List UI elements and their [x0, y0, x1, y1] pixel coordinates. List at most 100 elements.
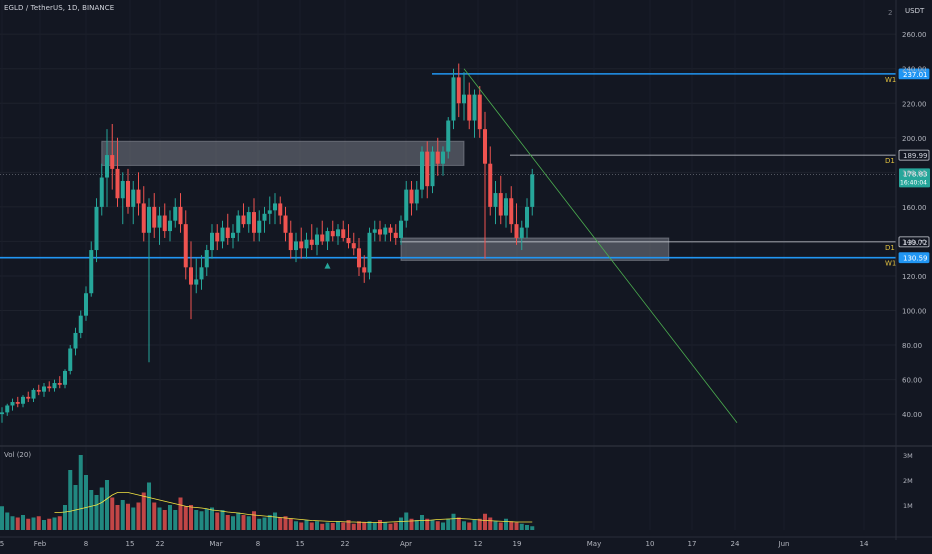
volume-bar [267, 515, 272, 530]
volume-bar [0, 506, 4, 530]
volume-bar [357, 521, 361, 530]
candle-body [225, 227, 230, 238]
candle-body [215, 232, 220, 242]
candle-body [68, 348, 73, 371]
volume-bar [5, 512, 10, 530]
candle-body [430, 151, 435, 187]
volume-bar [162, 510, 167, 530]
candle-body [446, 120, 451, 152]
level-price-label: 237.01 [903, 71, 928, 79]
volume-bar [472, 520, 477, 530]
candle-body [294, 241, 298, 251]
candle-body [26, 396, 31, 399]
volume-bar [241, 515, 246, 530]
time-tick-label: 17 [688, 540, 697, 548]
volume-bar [36, 516, 41, 530]
volume-bar [15, 517, 20, 530]
volume-bar [183, 506, 188, 530]
candle-body [378, 229, 382, 235]
volume-bar [388, 523, 393, 530]
candle-body [141, 203, 146, 233]
candle-body [341, 229, 346, 238]
volume-bar [309, 522, 314, 530]
candle-body [246, 212, 251, 225]
candle-body [73, 332, 78, 349]
price-tick-label: 180.00 [902, 169, 927, 177]
volume-bar [336, 521, 340, 530]
candle-body [530, 174, 535, 207]
candle-body [362, 267, 367, 273]
volume-bar [341, 522, 346, 530]
volume-bar [351, 523, 356, 530]
volume-bar [467, 522, 472, 530]
time-tick-label: 8 [84, 540, 88, 548]
volume-bar [68, 470, 73, 530]
volume-bar [483, 513, 487, 530]
volume-bar [441, 522, 445, 530]
volume-bar [477, 518, 482, 530]
volume-bar [115, 505, 120, 530]
volume-tick-label: 2M [903, 477, 913, 485]
price-tick-label: 240.00 [902, 66, 927, 74]
candle-body [346, 237, 351, 244]
volume-bar [78, 455, 83, 530]
candle-body [120, 180, 125, 199]
candle-body [47, 386, 52, 389]
price-levels: 237.01W1189.99D1139.72D1130.59W1178.8316… [0, 68, 930, 268]
candle-body [309, 239, 314, 245]
supply-demand-zone [400, 237, 670, 261]
volume-bar [288, 518, 293, 530]
last-price-tag [899, 168, 930, 188]
volume-bar [204, 508, 209, 530]
candle-body [89, 250, 94, 294]
price-tick-label: 260.00 [902, 31, 927, 39]
volume-bar [514, 522, 519, 530]
candle-body [304, 239, 309, 249]
volume-bar [430, 520, 435, 530]
volume-bar [462, 521, 466, 530]
candle-body [241, 215, 246, 225]
volume-bar [136, 502, 141, 530]
level-timeframe-tag: D1 [885, 244, 895, 252]
volume-bar [84, 475, 88, 530]
volume-bar [157, 507, 162, 530]
candle-body [42, 386, 46, 392]
candle-body [404, 189, 409, 221]
level-price-tag [898, 252, 930, 264]
volume-bar [63, 505, 67, 530]
candles [0, 63, 535, 423]
price-tick-label: 80.00 [902, 342, 922, 350]
time-tick-label: May [587, 540, 601, 548]
volume-bar [94, 495, 99, 530]
candle-body [99, 177, 104, 207]
volume-bar [325, 522, 330, 530]
candle-body [388, 227, 393, 233]
candle-body [372, 229, 377, 233]
price-tick-label: 200.00 [902, 135, 927, 143]
candle-body [509, 198, 514, 225]
level-price-tag [898, 236, 930, 248]
candle-body [194, 279, 199, 285]
candle-body [483, 129, 487, 164]
candle-body [514, 224, 519, 238]
volume-bar [425, 518, 430, 530]
candle-body [136, 189, 141, 204]
candle-body [420, 151, 424, 190]
candle-body [336, 229, 340, 237]
volume-bar [273, 512, 277, 530]
candle-body [52, 383, 57, 389]
volume-bar [446, 518, 451, 530]
volume-bar [530, 526, 535, 530]
candle-body [462, 94, 466, 104]
volume-bar [105, 480, 109, 530]
trendline [463, 68, 738, 424]
candle-body [414, 189, 419, 204]
candle-body [435, 151, 440, 164]
candle-body [498, 193, 503, 216]
volume-bar [42, 520, 46, 530]
volume-bar [294, 521, 298, 530]
candle-body [357, 248, 361, 268]
